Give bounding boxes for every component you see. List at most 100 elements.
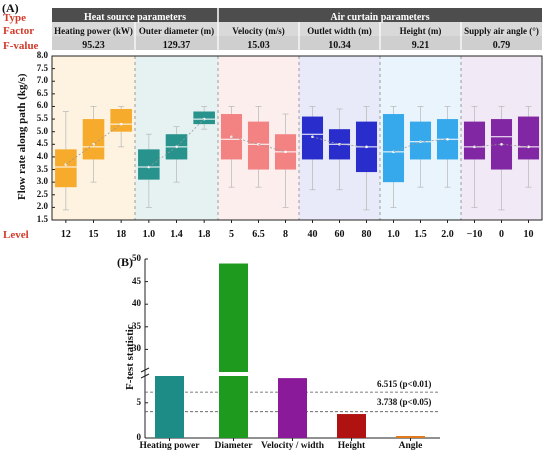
y-tick-label: 5 — [136, 396, 142, 407]
box-4-0 — [382, 114, 405, 183]
factor-velocity: Velocity (m/s) — [232, 26, 285, 36]
level-label: 1.0 — [387, 229, 400, 240]
level-label: 0 — [499, 229, 504, 240]
y-tick-label: 50 — [132, 253, 141, 263]
panel-b-y-axis-label: F-test statistic — [124, 324, 136, 390]
factor-supply-angle: Supply air angle (°) — [464, 26, 539, 36]
y-tick-label: 4.0 — [36, 150, 48, 161]
bar-4 — [396, 436, 425, 438]
group-heat-source: Heat source parameters — [83, 12, 186, 23]
level-label: 1.8 — [197, 229, 211, 240]
axis-break-mark — [140, 373, 150, 379]
panel-a-label: (A) — [2, 1, 19, 15]
bar-lower-1 — [219, 376, 248, 438]
x-category-label: Height — [337, 441, 366, 451]
level-label: 10 — [523, 229, 534, 240]
bar-break-gap — [219, 372, 248, 376]
axis-break-mark — [140, 367, 150, 373]
level-label: 6.5 — [252, 229, 265, 240]
y-tick-label: 2.5 — [36, 188, 48, 199]
box-mean-point — [446, 137, 449, 141]
panel-b-plot — [140, 258, 440, 441]
fvalue-velocity: 15.03 — [247, 40, 270, 51]
row-label-factor: Factor — [3, 25, 35, 37]
row-label-level: Level — [3, 229, 29, 241]
row-label-fvalue: F-value — [3, 40, 39, 52]
y-tick-label: 4.5 — [36, 138, 48, 149]
y-tick-label: 8.0 — [36, 50, 48, 60]
box-1-0 — [138, 149, 160, 180]
bar-3 — [337, 414, 366, 438]
y-tick-label: 6.0 — [36, 100, 48, 111]
threshold-label-p001: 6.515 (p<0.01) — [377, 379, 432, 389]
fvalue-height: 9.21 — [411, 40, 430, 51]
level-label: 15 — [88, 229, 99, 240]
x-category-label: Diameter — [214, 441, 253, 451]
level-label: 5 — [229, 229, 234, 240]
level-label: 18 — [116, 229, 127, 240]
level-label: 8 — [283, 229, 288, 240]
y-tick-label: 40 — [132, 298, 141, 309]
box-0-2 — [110, 108, 132, 132]
y-tick-label: 5.0 — [36, 125, 48, 136]
y-tick-label: 0 — [136, 432, 142, 442]
header-type-band — [52, 8, 542, 22]
y-tick-label: 5.5 — [36, 113, 48, 124]
fvalue-outlet-width: 10.34 — [328, 40, 351, 51]
factor-height: Height (m) — [399, 26, 442, 36]
mean-trend-line — [474, 143, 529, 148]
mean-trend-line — [312, 136, 367, 148]
level-label: 2.0 — [441, 229, 454, 240]
y-tick-label: 3.0 — [36, 176, 48, 187]
y-tick-label: 7.0 — [36, 75, 48, 86]
x-category-label: Velocity / width — [261, 441, 324, 451]
x-category-label: Heating power — [139, 441, 200, 451]
level-label: 80 — [361, 229, 372, 240]
panel-a-plot — [51, 8, 543, 223]
box-0-1 — [82, 119, 105, 160]
y-tick-label: 30 — [132, 343, 141, 354]
header-fvalue-band — [52, 36, 542, 50]
box-mean-point — [500, 143, 503, 146]
mean-trend-line — [231, 136, 286, 153]
box-mean-point — [527, 145, 530, 149]
x-category-label: Angle — [398, 441, 423, 451]
level-label: 1.4 — [170, 229, 183, 240]
row-label-type: Type — [3, 12, 27, 24]
fvalue-supply-angle: 0.79 — [492, 40, 511, 51]
level-label: −10 — [466, 229, 483, 240]
level-label: 60 — [334, 229, 345, 240]
level-label: 1.0 — [142, 229, 156, 240]
mean-trend-line — [393, 138, 448, 153]
mean-trend-line — [65, 123, 122, 165]
y-tick-label: 3.5 — [36, 163, 48, 174]
y-tick-label: 2.0 — [36, 201, 48, 212]
box-5-2 — [517, 116, 540, 160]
level-label: 40 — [307, 229, 318, 240]
factor-outlet-width: Outlet width (m) — [307, 26, 372, 36]
header-factor-band — [52, 22, 542, 36]
bar-2 — [278, 378, 307, 438]
level-label: 1.5 — [414, 229, 427, 240]
bar-upper-1 — [219, 263, 248, 372]
bar-lower-0 — [155, 376, 184, 438]
y-tick-label: 45 — [132, 275, 141, 286]
fvalue-heating-power: 95.23 — [82, 40, 105, 51]
fvalue-outer-diameter: 129.37 — [162, 40, 191, 51]
y-tick-label: 7.5 — [36, 62, 48, 73]
bar-break-gap — [155, 372, 184, 376]
box-5-0 — [463, 121, 486, 160]
panel-a-frame — [51, 55, 543, 221]
panel-b-label: (B) — [117, 255, 133, 269]
mean-trend-line — [148, 118, 205, 168]
group-air-curtain: Air curtain parameters — [330, 12, 430, 23]
y-tick-label: 6.5 — [36, 87, 48, 98]
y-tick-label: 1.5 — [36, 214, 48, 224]
threshold-label-p005: 3.738 (p<0.05) — [377, 397, 432, 407]
factor-outer-diameter: Outer diameter (m) — [138, 26, 215, 36]
level-label: 12 — [60, 229, 71, 240]
y-tick-label: 35 — [132, 320, 141, 331]
box-mean-point — [365, 145, 368, 149]
factor-heating-power: Heating power (kW) — [54, 26, 133, 36]
